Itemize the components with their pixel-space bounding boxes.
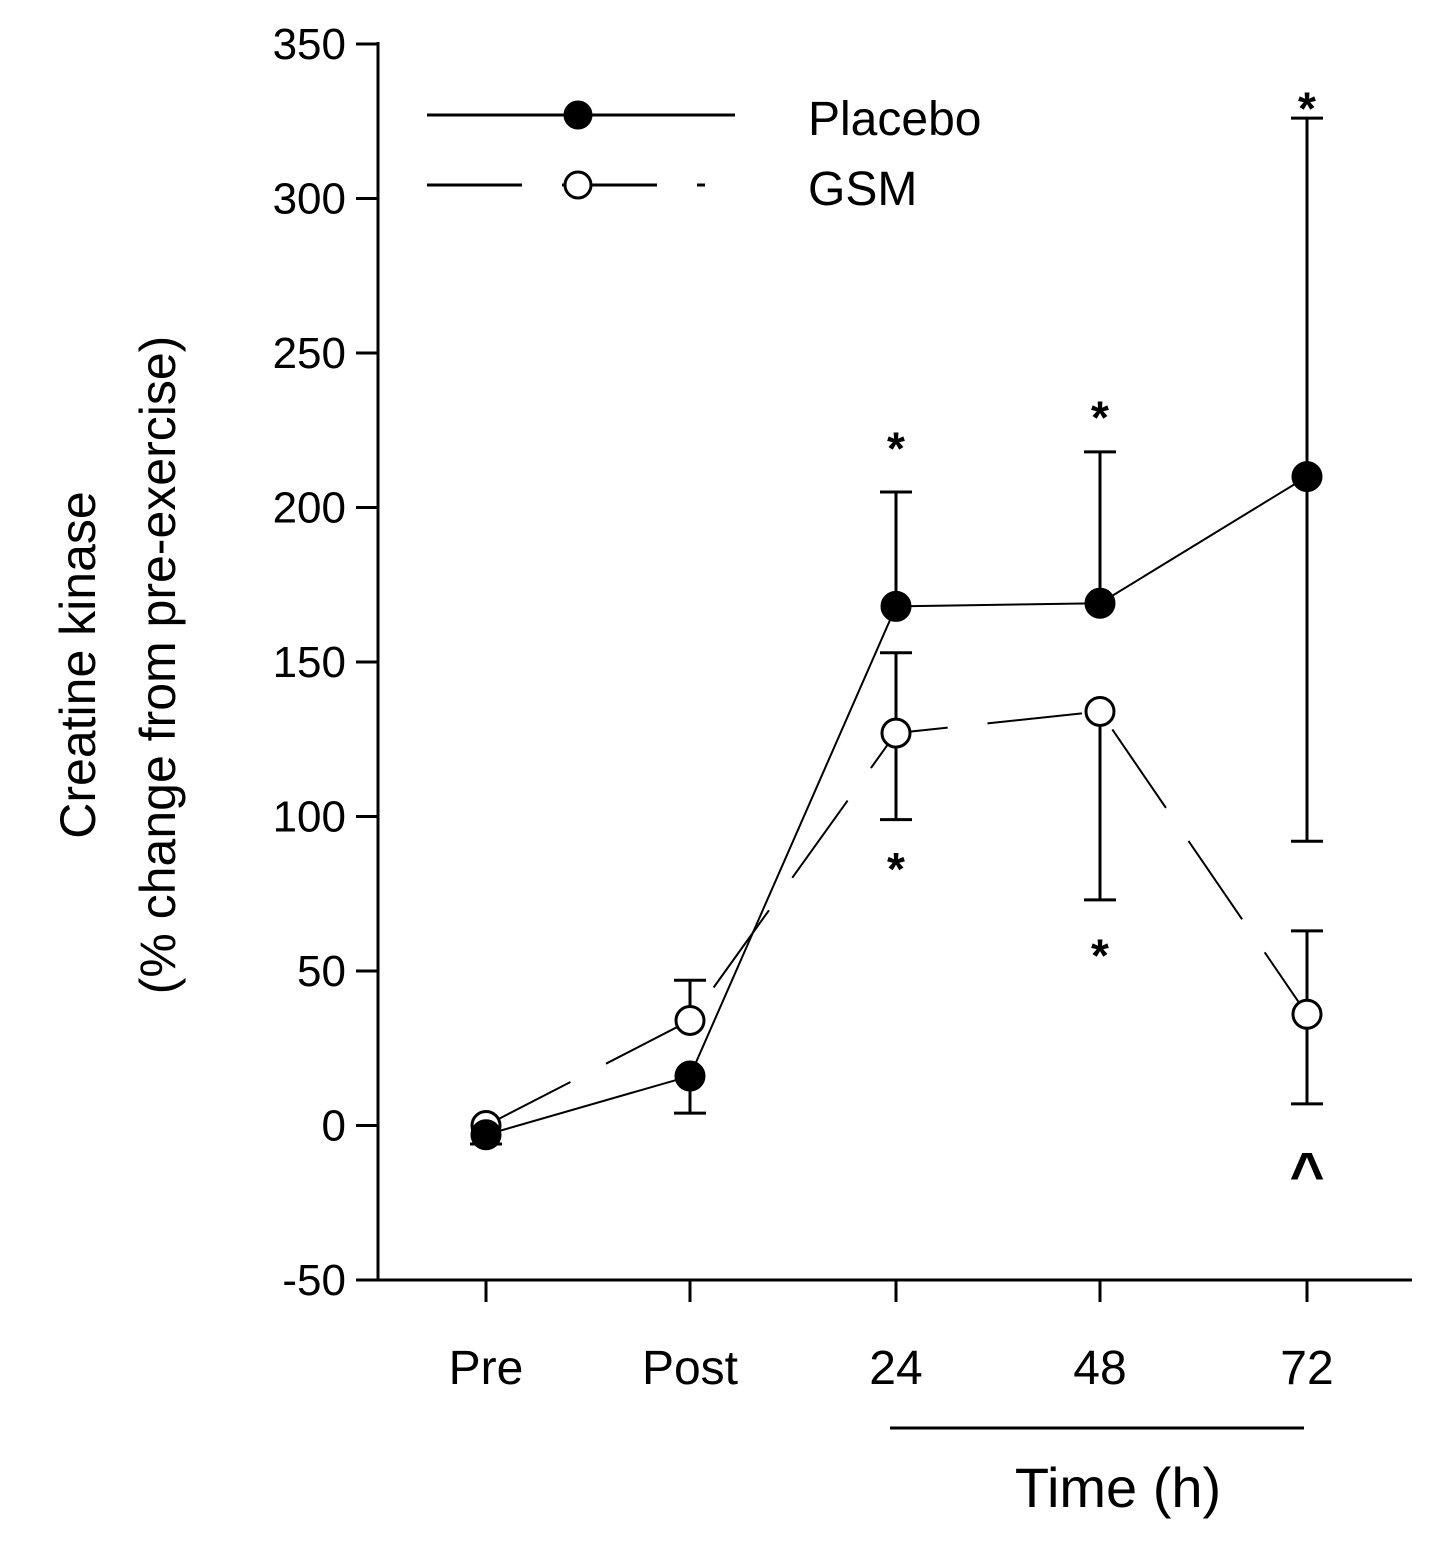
y-axis-label-line1: Creatine kinase: [50, 491, 106, 838]
significance-asterisk: *: [1091, 392, 1109, 444]
y-tick-label: 100: [273, 793, 346, 842]
series-layer: [470, 116, 1323, 1151]
y-tick-label: 0: [322, 1102, 346, 1151]
y-tick-label: 250: [273, 329, 346, 378]
significance-caret: ^: [1289, 1140, 1324, 1207]
placebo-data-point: [1084, 587, 1116, 619]
y-tick-label: -50: [282, 1256, 346, 1305]
placebo-data-point: [470, 1119, 502, 1151]
y-tick-label: 150: [273, 638, 346, 687]
legend-gsm-marker: [563, 170, 593, 200]
significance-asterisk: *: [887, 843, 905, 895]
y-axis-label-line2: (% change from pre-exercise): [130, 336, 186, 995]
legend-placebo-label: Placebo: [808, 93, 981, 146]
legend: Placebo GSM: [427, 93, 981, 216]
x-tick-label: Pre: [449, 1342, 524, 1395]
y-tick-label: 200: [273, 484, 346, 533]
y-tick-label: 350: [273, 20, 346, 69]
significance-asterisk: *: [1091, 929, 1109, 981]
y-tick-label: 300: [273, 175, 346, 224]
gsm-data-point: [880, 717, 912, 749]
x-tick-label: 48: [1073, 1342, 1126, 1395]
gsm-data-point: [1291, 998, 1323, 1030]
x-tick-label: 72: [1280, 1342, 1333, 1395]
annotation-layer: * * * * * ^: [887, 83, 1324, 1208]
y-tick-label: 50: [297, 947, 346, 996]
axes: -50 0 50 100 150 200 250 300 350 Pre Post 24 48 72: [273, 20, 1412, 1395]
legend-placebo-marker: [563, 100, 593, 130]
legend-gsm-label: GSM: [808, 163, 917, 216]
x-tick-label: Post: [642, 1342, 738, 1395]
significance-asterisk: *: [887, 423, 905, 475]
gsm-data-point: [674, 1004, 706, 1036]
significance-asterisk: *: [1298, 83, 1316, 135]
gsm-data-point: [1084, 695, 1116, 727]
placebo-data-point: [674, 1060, 706, 1092]
placebo-data-point: [880, 590, 912, 622]
placebo-data-point: [1291, 461, 1323, 493]
x-tick-label: 24: [869, 1342, 922, 1395]
x-axis-title: Time (h): [1015, 1456, 1221, 1519]
